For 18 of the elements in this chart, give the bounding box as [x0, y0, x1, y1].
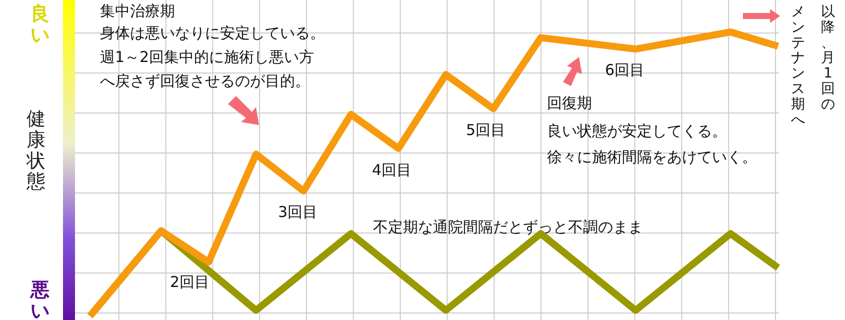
annotation: 2回目 [170, 273, 210, 291]
annotation: 回復期 [547, 94, 592, 112]
annotation: 4回目 [372, 161, 412, 179]
annotation: 5回目 [466, 121, 506, 139]
y-axis-title: 健康状態 [26, 108, 46, 193]
text: 良い [30, 3, 50, 46]
annotation: 3回目 [278, 203, 318, 221]
annotation: 良い状態が安定してくる。 [547, 122, 727, 140]
annotation: 不定期な通院間隔だとずっと不調のまま [373, 218, 643, 236]
text: メンテナンス期へ [791, 4, 805, 128]
text: 集中治療期 [100, 2, 175, 20]
annotation: 身体は悪いなりに安定している。 [100, 24, 325, 42]
text: 悪い [30, 279, 50, 320]
annotation: 6回目 [605, 61, 645, 79]
annotation: 徐々に施術間隔をあけていく。 [547, 148, 757, 166]
annotation: へ戻さず回復させるのが目的。 [100, 72, 310, 90]
annotation: 週1～2回集中的に施術し悪い方 [100, 48, 314, 66]
text: 以降、月1回の [821, 4, 835, 112]
